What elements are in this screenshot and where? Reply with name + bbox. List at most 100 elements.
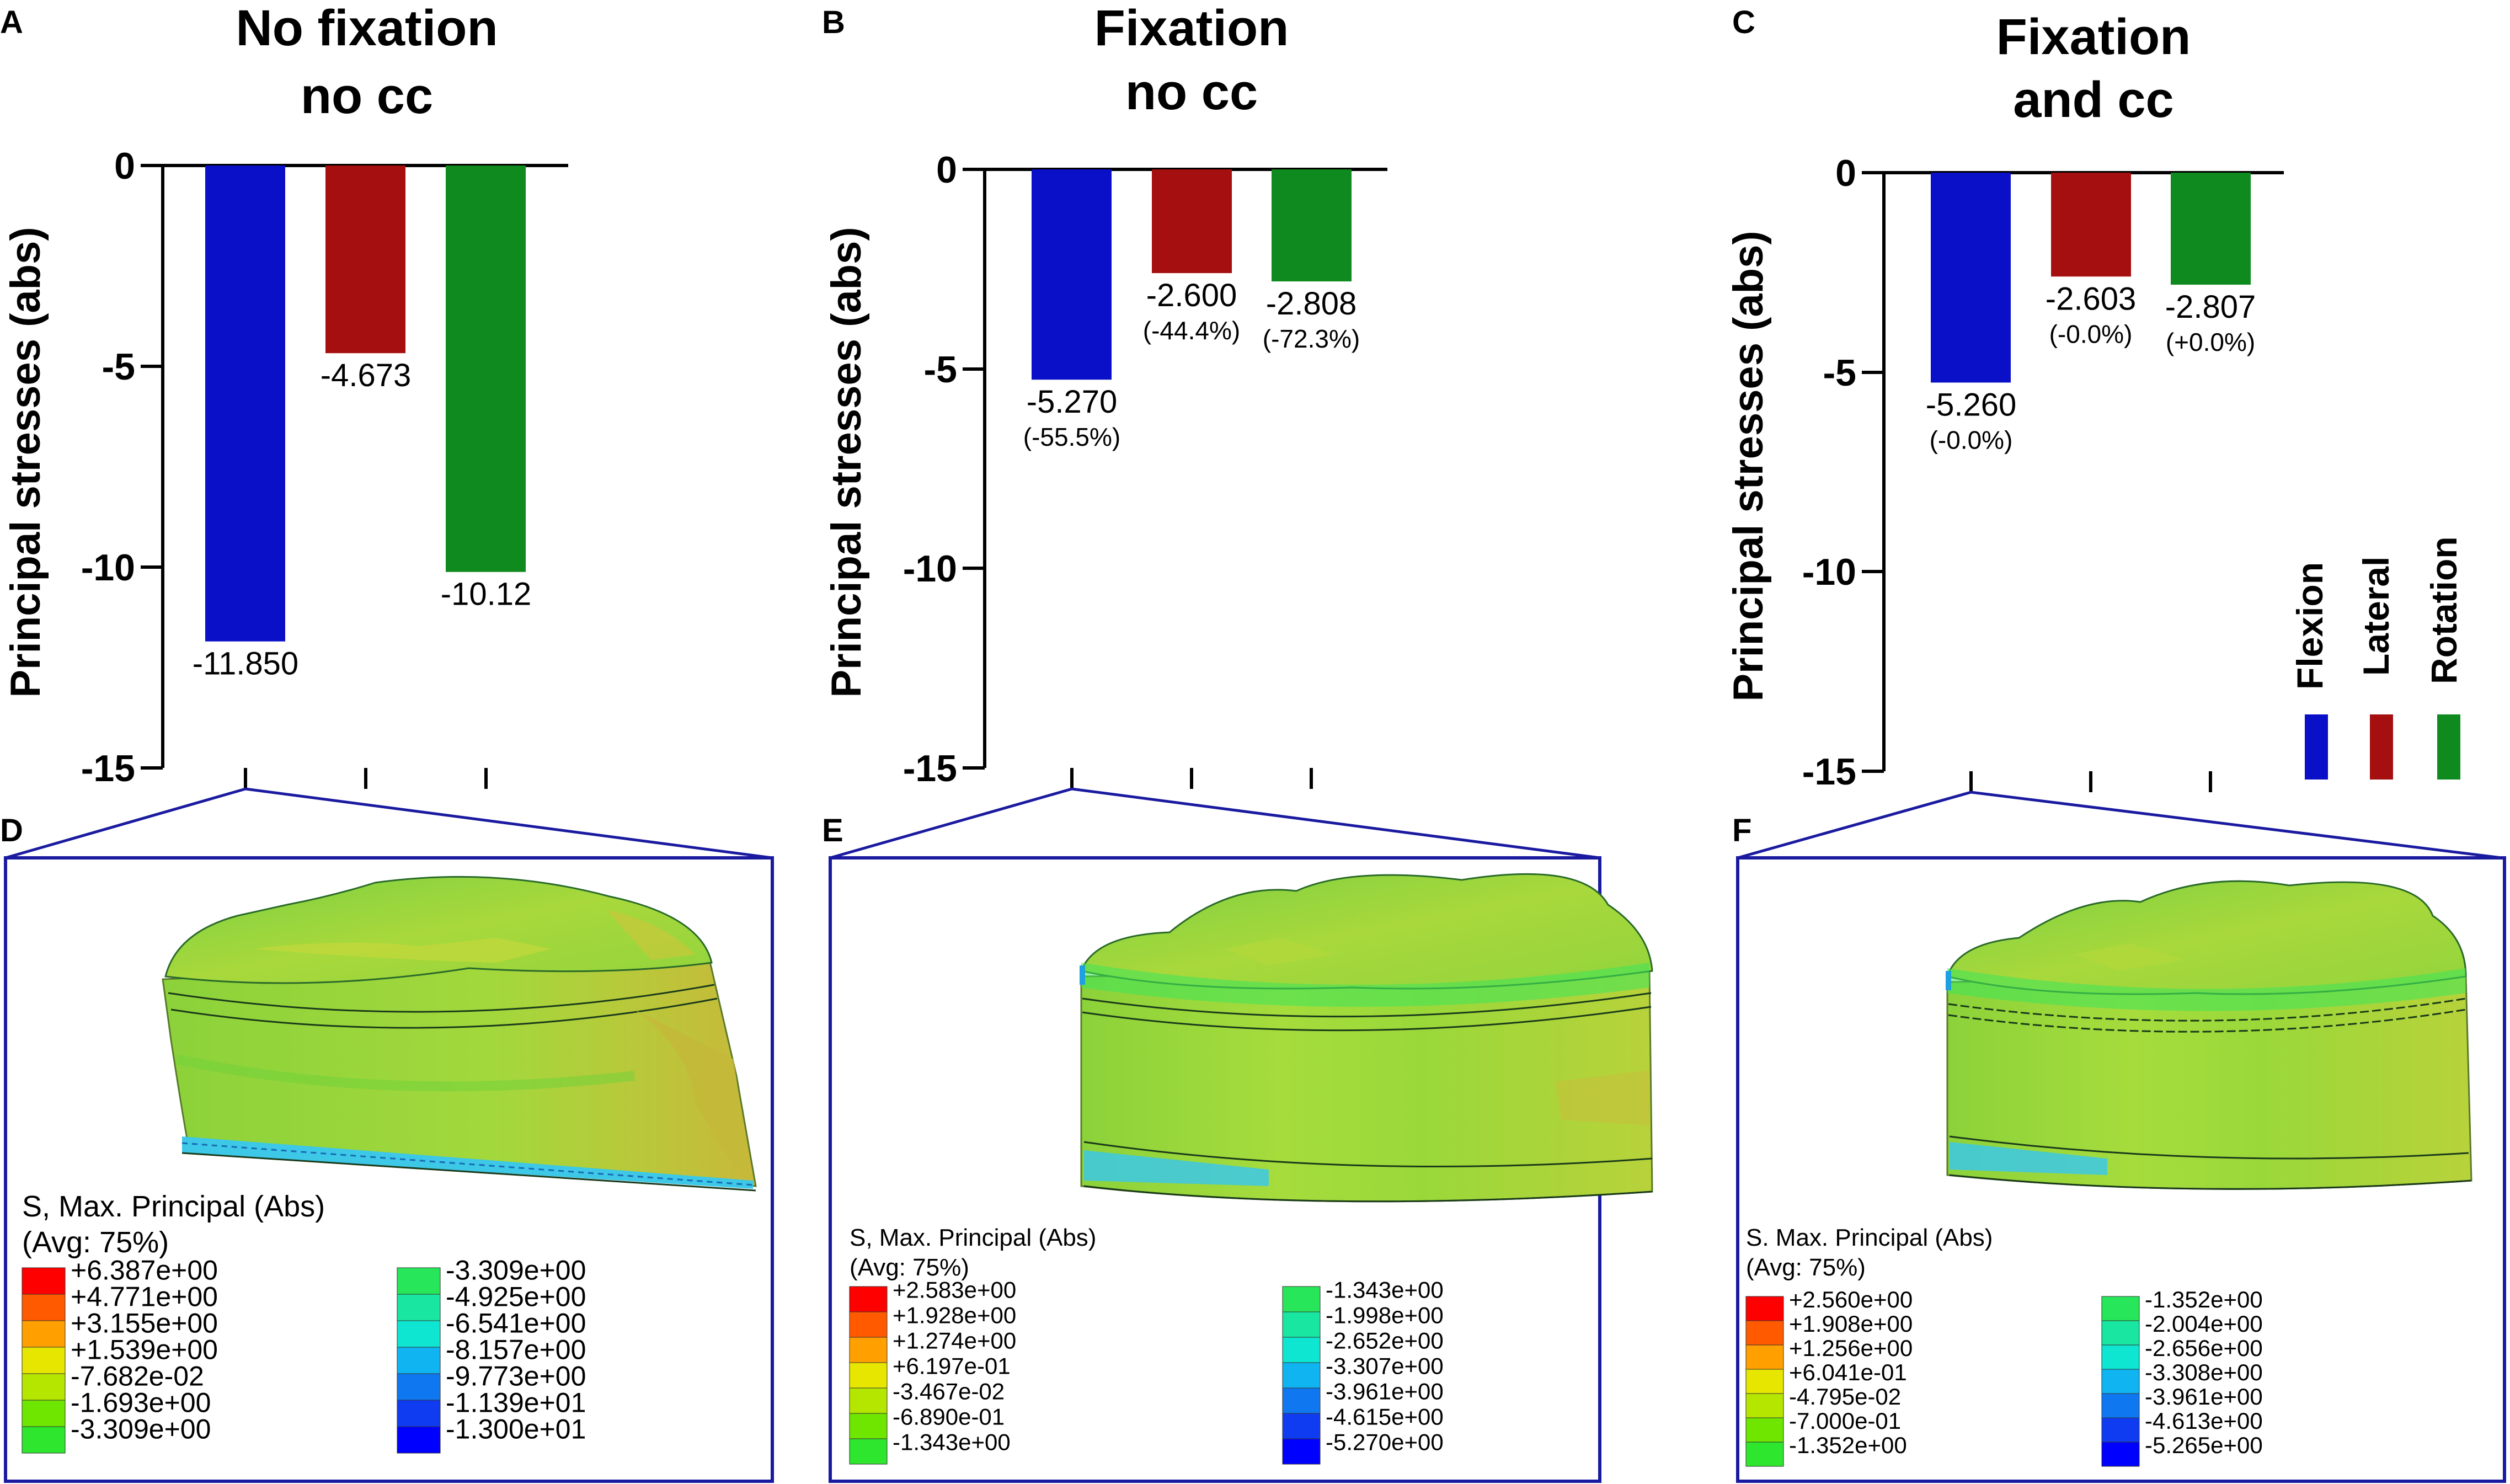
y-axis-label: Principal stresses (abs) xyxy=(1725,231,1772,701)
color-swatch-warm xyxy=(1745,1442,1784,1467)
bar-rotation xyxy=(1272,169,1352,282)
color-scale-label-cool: -4.613e+00 xyxy=(2145,1408,2263,1434)
color-scale-label-warm: +2.583e+00 xyxy=(893,1277,1016,1303)
y-tick-label: -5 xyxy=(1823,352,1856,394)
legend-label-rotation: Rotation xyxy=(2423,536,2464,684)
color-scale-label-cool: -8.157e+00 xyxy=(446,1334,586,1365)
fe-model xyxy=(1946,880,2472,1190)
fe-legend-avg: (Avg: 75%) xyxy=(22,1226,169,1259)
value-label-flexion: -5.270 xyxy=(1027,384,1117,420)
x-ticks xyxy=(1070,768,1313,789)
fe-legend-avg: (Avg: 75%) xyxy=(850,1254,969,1281)
panel-letter-d: D xyxy=(0,813,23,848)
color-swatch-cool xyxy=(2101,1344,2140,1370)
color-scale-label-cool: -1.352e+00 xyxy=(2145,1287,2263,1312)
color-scale-label-warm: +2.560e+00 xyxy=(1789,1287,1913,1312)
pct-label-rotation: (-72.3%) xyxy=(1263,324,1360,353)
color-scale-label-warm: +1.928e+00 xyxy=(893,1302,1016,1328)
legend-swatch-flexion xyxy=(2305,714,2328,780)
x-ticks xyxy=(1969,771,2212,792)
value-label-rotation: -2.808 xyxy=(1266,286,1357,322)
color-scale-label-warm: -3.309e+00 xyxy=(71,1414,211,1445)
color-swatch-warm xyxy=(849,1387,888,1414)
color-swatch-warm xyxy=(22,1320,66,1348)
color-scale-label-warm: -1.343e+00 xyxy=(893,1429,1011,1455)
color-scale-label-warm: +1.256e+00 xyxy=(1789,1335,1913,1361)
color-swatch-cool xyxy=(2101,1369,2140,1394)
panel-c: C Fixation and cc Principal stresses (ab… xyxy=(1725,4,2502,860)
color-swatch-cool xyxy=(1282,1438,1321,1465)
value-label-rotation: -10.12 xyxy=(441,576,531,612)
color-scale-label-cool: -4.615e+00 xyxy=(1326,1404,1444,1430)
color-swatch-cool xyxy=(397,1294,441,1321)
color-scale-label-warm: +1.908e+00 xyxy=(1789,1311,1913,1337)
color-swatch-cool xyxy=(1282,1337,1321,1363)
legend: Flexion Lateral Rotation xyxy=(2289,536,2464,780)
fe-legend-title: S, Max. Principal (Abs) xyxy=(22,1190,325,1223)
color-swatch-cool xyxy=(397,1267,441,1295)
chart-plot: 0 -5 -10 -15 -5.270 -2.600 -2.808 (-55.5… xyxy=(903,149,1387,789)
bar-lateral xyxy=(1152,169,1232,274)
color-scale-label-warm: +3.155e+00 xyxy=(71,1308,218,1339)
color-swatch-cool xyxy=(1282,1286,1321,1312)
color-swatch-warm xyxy=(849,1337,888,1363)
bar-flexion xyxy=(205,166,285,642)
color-scale-label-warm: +4.771e+00 xyxy=(71,1282,218,1312)
color-scale-label-warm: -7.682e-02 xyxy=(71,1361,204,1392)
fe-legend-title: S, Max. Principal (Abs) xyxy=(850,1224,1096,1251)
color-scale-label-cool: -3.961e+00 xyxy=(1326,1379,1444,1405)
color-swatch-warm xyxy=(1745,1417,1784,1443)
value-label-lateral: -2.603 xyxy=(2046,281,2136,317)
chart-title-line1: Fixation xyxy=(1094,0,1289,56)
x-ticks xyxy=(244,768,488,789)
panel-b: B Fixation no cc Principal stresses (abs… xyxy=(822,0,1600,860)
panel-letter-a: A xyxy=(0,4,23,40)
color-scale-label-cool: -4.925e+00 xyxy=(446,1282,586,1312)
color-scale-label-warm: -1.352e+00 xyxy=(1789,1432,1907,1458)
chart-title-line2: no cc xyxy=(301,68,433,124)
pct-label-flexion: (-0.0%) xyxy=(1930,425,2013,454)
color-scale-label-cool: -5.265e+00 xyxy=(2145,1432,2263,1458)
color-swatch-cool xyxy=(397,1373,441,1401)
fe-panel-d: D S, Max. Principal (Abs) (Avg: 75%) +6.… xyxy=(0,813,774,1483)
fe-model xyxy=(1080,873,1653,1203)
fe-panel-e: E S, Max. Principal (Abs) (Avg: 75%) +2.… xyxy=(822,813,1653,1483)
color-swatch-warm xyxy=(849,1311,888,1338)
legend-label-flexion: Flexion xyxy=(2289,562,2330,690)
pct-label-lateral: (-44.4%) xyxy=(1143,316,1240,345)
color-swatch-cool xyxy=(2101,1442,2140,1467)
color-swatch-warm xyxy=(849,1286,888,1312)
fe-color-scale: +6.387e+00+4.771e+00+3.155e+00+1.539e+00… xyxy=(22,1255,586,1454)
color-scale-label-cool: -3.307e+00 xyxy=(1326,1353,1444,1379)
color-swatch-warm xyxy=(1745,1320,1784,1346)
value-label-rotation: -2.807 xyxy=(2165,289,2256,325)
color-swatch-warm xyxy=(849,1413,888,1439)
y-tick-label: -15 xyxy=(1802,751,1856,793)
color-scale-label-cool: -3.961e+00 xyxy=(2145,1384,2263,1410)
chart-title-line2: and cc xyxy=(2013,72,2173,128)
bar-lateral xyxy=(2051,173,2131,277)
y-tick-label: -10 xyxy=(81,547,135,589)
color-swatch-cool xyxy=(2101,1296,2140,1321)
color-swatch-cool xyxy=(397,1400,441,1427)
y-tick-label: 0 xyxy=(114,145,135,187)
zoom-connector xyxy=(830,787,1600,860)
value-label-flexion: -5.260 xyxy=(1926,387,2016,423)
color-swatch-cool xyxy=(1282,1413,1321,1439)
y-ticks: 0 -5 -10 -15 xyxy=(1802,152,1884,793)
bar-flexion xyxy=(1931,173,2011,383)
color-scale-label-warm: +6.387e+00 xyxy=(71,1255,218,1286)
bar-rotation xyxy=(2171,173,2251,285)
y-ticks: 0 -5 -10 -15 xyxy=(81,145,163,789)
legend-swatch-rotation xyxy=(2437,714,2460,780)
legend-swatch-lateral xyxy=(2370,714,2393,780)
color-scale-label-warm: -4.795e-02 xyxy=(1789,1384,1901,1410)
chart-title-line1: No fixation xyxy=(236,0,498,56)
color-swatch-warm xyxy=(1745,1344,1784,1370)
y-tick-label: 0 xyxy=(1835,152,1856,194)
y-ticks: 0 -5 -10 -15 xyxy=(903,149,985,789)
value-label-flexion: -11.850 xyxy=(193,646,298,682)
pct-label-rotation: (+0.0%) xyxy=(2166,328,2255,356)
color-swatch-warm xyxy=(22,1426,66,1454)
